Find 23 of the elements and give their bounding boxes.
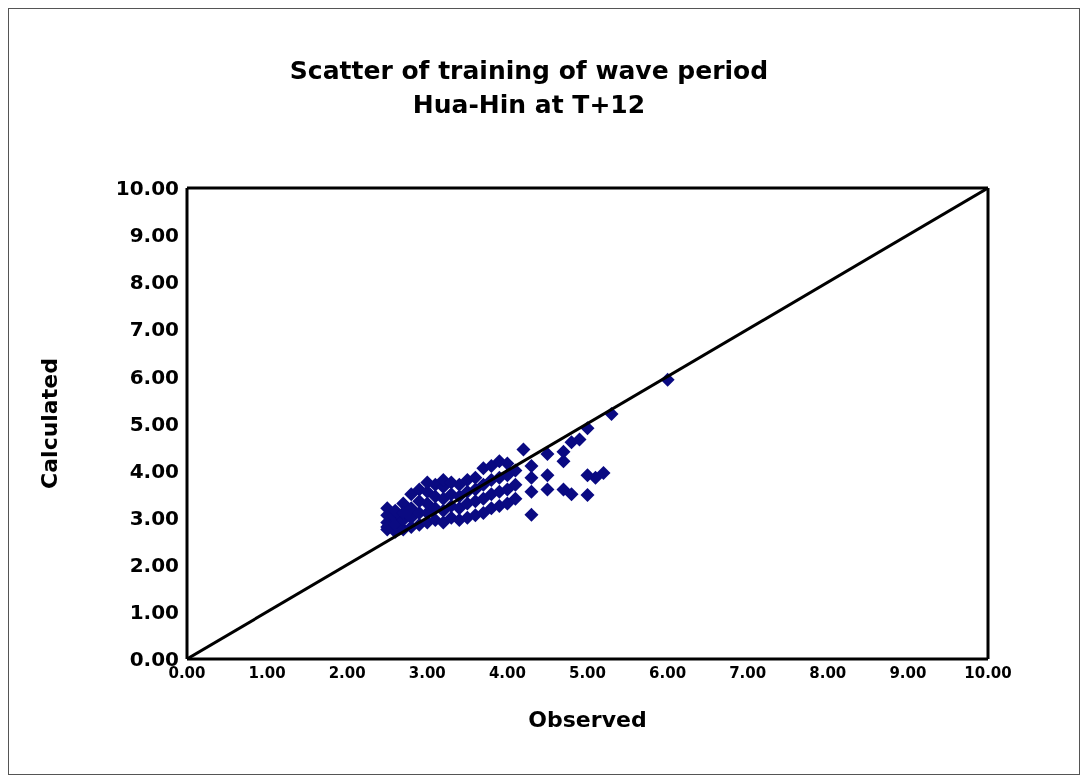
y-tick-label: 5.00 <box>129 411 179 436</box>
x-axis-title: Observed <box>528 707 647 732</box>
x-tick-label: 10.00 <box>964 663 1012 682</box>
x-tick-label: 7.00 <box>729 663 767 682</box>
y-tick-label: 4.00 <box>129 458 179 483</box>
y-tick-label: 8.00 <box>129 270 179 295</box>
y-tick-label: 1.00 <box>129 600 179 624</box>
y-tick-label: 7.00 <box>129 317 179 342</box>
chart-title: Scatter of training of wave period Hua-Hin at T+12 <box>288 55 770 121</box>
y-tick-label: 3.00 <box>129 505 179 530</box>
x-tick-label: 6.00 <box>649 663 687 682</box>
x-tick-label: 4.00 <box>488 663 526 682</box>
x-tick-label: 1.00 <box>248 663 286 682</box>
y-tick-label: 2.00 <box>129 552 179 577</box>
x-tick-label: 9.00 <box>889 663 927 682</box>
y-tick-label: 10.00 <box>115 176 179 201</box>
y-axis-title: Calculated <box>36 358 62 489</box>
x-tick-label: 8.00 <box>809 663 847 682</box>
y-tick-label: 6.00 <box>129 364 179 389</box>
x-tick-label: 2.00 <box>328 663 366 682</box>
y-tick-label: 9.00 <box>129 223 179 248</box>
x-tick-label: 3.00 <box>408 663 446 682</box>
x-tick-label: 5.00 <box>568 663 607 682</box>
